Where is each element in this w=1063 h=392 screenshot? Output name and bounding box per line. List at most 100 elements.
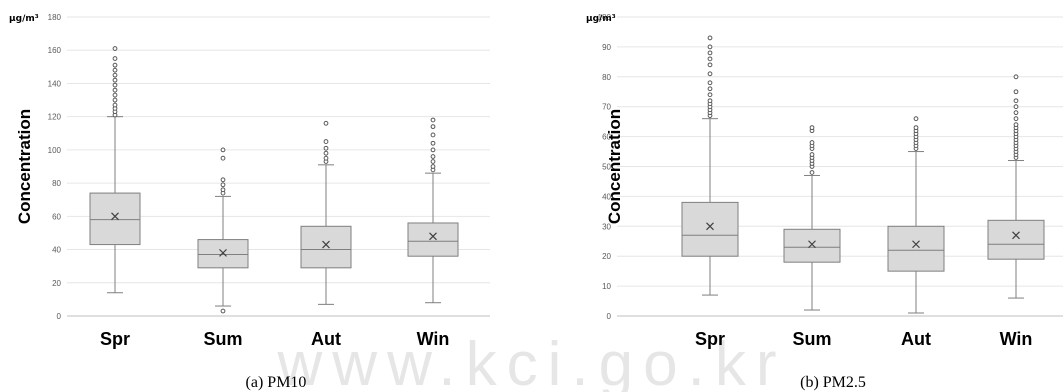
mean-marker: [912, 240, 920, 249]
outlier-point: [809, 170, 815, 175]
unit-label: μg/m³: [9, 14, 39, 24]
y-tick-label: 20: [52, 279, 61, 288]
box-iqr: [89, 192, 141, 246]
outlier-point: [430, 164, 436, 169]
outlier-point: [112, 102, 118, 108]
caption: (b) PM2.5: [800, 374, 866, 391]
outlier-point: [707, 92, 713, 98]
category-label: Aut: [901, 329, 931, 349]
y-tick-label: 100: [48, 146, 62, 155]
outlier-point: [430, 124, 436, 130]
outlier-point: [1013, 110, 1019, 116]
y-tick-label: 80: [52, 179, 61, 188]
outlier-point: [707, 80, 713, 86]
outlier-point: [707, 50, 713, 56]
outlier-point: [1013, 74, 1019, 80]
y-tick-label: 160: [48, 46, 62, 55]
y-tick-label: 180: [48, 13, 62, 22]
outlier-point: [1013, 122, 1019, 128]
outlier-point: [430, 117, 436, 123]
outlier-point: [430, 159, 436, 164]
box-iqr: [681, 201, 739, 257]
outlier-point: [112, 62, 118, 68]
outlier-point: [430, 140, 436, 146]
outlier-point: [1013, 98, 1019, 104]
outlier-point: [112, 77, 118, 83]
y-axis-title: Concentration: [605, 109, 624, 224]
outlier-point: [707, 35, 713, 41]
outlier-point: [112, 46, 118, 51]
outlier-point: [1013, 89, 1019, 95]
y-tick-label: 120: [48, 113, 62, 122]
outlier-point: [430, 154, 436, 159]
category-label: Win: [417, 329, 450, 349]
y-tick-label: 0: [57, 312, 62, 321]
mean-marker: [1012, 231, 1020, 240]
category-label: Sum: [203, 329, 242, 349]
outlier-point: [112, 87, 118, 93]
outlier-point: [220, 177, 226, 183]
unit-label: μg/m³: [586, 14, 616, 24]
outlier-point: [707, 62, 713, 68]
chart-pm10: 0 20 40 60 80 100 120 140 160 180 μg/m³ Concentrati…: [9, 13, 490, 391]
category-label: Win: [1000, 329, 1033, 349]
outlier-point: [1013, 116, 1019, 122]
y-tick-label: 20: [602, 252, 611, 261]
outlier-point: [323, 155, 329, 161]
outlier-point: [809, 125, 815, 131]
y-tick-label: 60: [52, 212, 61, 221]
outlier-point: [112, 56, 118, 61]
y-tick-label: 60: [602, 133, 611, 142]
box-iqr: [783, 228, 841, 263]
y-tick-label: 90: [602, 43, 611, 52]
outlier-point: [707, 71, 713, 77]
y-tick-label: 80: [602, 73, 611, 82]
outlier-point: [707, 56, 713, 62]
outlier-point: [220, 147, 226, 153]
outlier-point: [323, 120, 329, 126]
y-tick-label: 40: [52, 246, 61, 255]
mean-marker: [111, 212, 119, 221]
outlier-point: [707, 86, 713, 92]
box-iqr: [887, 225, 945, 272]
outlier-point: [112, 82, 118, 88]
outlier-point: [220, 308, 226, 314]
outlier-point: [323, 139, 329, 144]
y-tick-label: 40: [602, 192, 611, 201]
outlier-point: [220, 187, 226, 193]
outlier-point: [112, 72, 118, 78]
outlier-point: [1013, 104, 1019, 110]
y-tick-label: 10: [602, 282, 611, 291]
outlier-point: [323, 150, 329, 156]
mean-marker: [322, 240, 330, 249]
outlier-point: [707, 44, 713, 50]
category-label: Sum: [792, 329, 831, 349]
y-tick-label: 0: [607, 312, 612, 321]
mean-marker: [219, 248, 227, 257]
outlier-point: [220, 182, 226, 188]
outlier-point: [112, 67, 118, 73]
outlier-point: [913, 116, 919, 122]
category-label: Spr: [100, 329, 130, 349]
mean-marker: [808, 240, 816, 249]
outlier-point: [430, 132, 436, 138]
y-axis-title: Concentration: [15, 109, 34, 224]
watermark: www.kci.go.kr: [277, 330, 787, 392]
outlier-point: [809, 140, 815, 145]
outlier-point: [430, 147, 436, 153]
y-tick-label: 70: [602, 103, 611, 112]
outlier-point: [112, 92, 118, 98]
outlier-point: [220, 155, 226, 161]
outlier-point: [809, 152, 815, 157]
box-iqr: [987, 219, 1045, 260]
outlier-point: [707, 98, 713, 104]
outlier-point: [112, 97, 118, 103]
y-tick-label: 30: [602, 222, 611, 231]
outlier-point: [913, 125, 919, 131]
mean-marker: [429, 232, 437, 241]
mean-marker: [706, 222, 714, 231]
category-label: Aut: [311, 329, 341, 349]
box-iqr: [300, 225, 352, 269]
